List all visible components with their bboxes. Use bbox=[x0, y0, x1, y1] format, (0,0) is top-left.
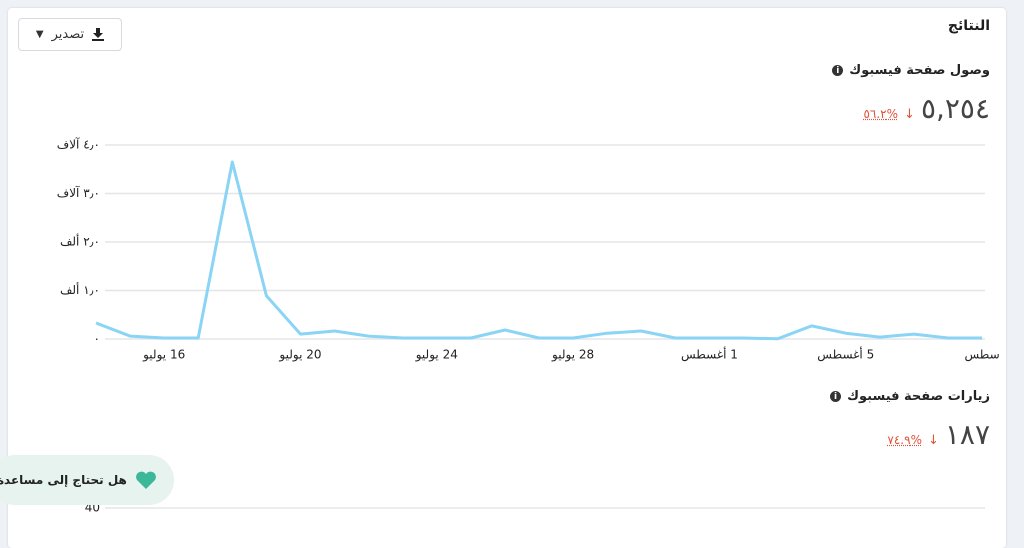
info-icon[interactable]: i bbox=[830, 391, 842, 402]
metric-name: زيارات صفحة فيسبوك bbox=[847, 389, 990, 404]
metric-name: وصول صفحة فيسبوك bbox=[849, 63, 990, 78]
export-label: تصدير bbox=[51, 27, 85, 42]
x-tick-label: 28 يوليو bbox=[551, 348, 594, 363]
heart-icon bbox=[135, 471, 156, 489]
x-tick-label: 20 يوليو bbox=[278, 348, 321, 363]
down-arrow: ↓ bbox=[927, 433, 939, 448]
results-card bbox=[8, 8, 1006, 548]
dropdown-caret: ▼ bbox=[35, 29, 44, 40]
x-tick-label: 1 أغسطس bbox=[681, 347, 738, 363]
x-tick-label: 16 يوليو bbox=[142, 348, 185, 363]
y-tick-label: ٤٫٠ آلاف bbox=[57, 137, 100, 152]
x-tick-label: 24 يوليو bbox=[415, 348, 458, 363]
metric-total: ٥,٢٥٤ bbox=[920, 92, 990, 125]
y-tick-label: ٠ bbox=[94, 332, 100, 346]
export-button[interactable]: ▼ تصدير bbox=[18, 18, 122, 51]
metric-change: %٥٦.٢ bbox=[863, 107, 899, 121]
info-icon[interactable]: i bbox=[832, 65, 844, 76]
y-tick-label: ١٫٠ ألف bbox=[60, 282, 100, 297]
x-tick-label: سطس bbox=[964, 348, 999, 363]
metric-change: %٧٤.٩ bbox=[887, 433, 922, 447]
section-title: النتائج bbox=[947, 18, 990, 34]
y-tick-label: ٣٫٠ آلاف bbox=[57, 185, 100, 200]
help-bubble[interactable]: هل تحتاج إلى مساعدة؟ bbox=[0, 455, 174, 505]
page: {"header": {"title": "النتائج", "export_… bbox=[0, 8, 1006, 548]
metric-total-row: ١٨٧ ↓ %٧٤.٩ bbox=[887, 418, 990, 451]
data-line bbox=[95, 160, 983, 341]
metric-total: ١٨٧ bbox=[944, 418, 990, 451]
download-icon bbox=[92, 28, 105, 41]
help-text: هل تحتاج إلى مساعدة؟ bbox=[0, 473, 127, 487]
y-tick-label: ٢٫٠ ألف bbox=[60, 234, 100, 249]
charts: ٠ ١٫٠ ألف ٢٫٠ ألف ٣٫٠ آلاف ٤٫٠ آلاف 16 يوليو 2… bbox=[57, 137, 1000, 515]
metric-title: زيارات صفحة فيسبوك i bbox=[830, 389, 990, 404]
down-arrow: ↓ bbox=[904, 107, 915, 122]
metric-total-row: ٥,٢٥٤ ↓ %٥٦.٢ bbox=[863, 92, 990, 125]
x-tick-label: 5 أغسطس bbox=[817, 347, 874, 363]
metric-title: وصول صفحة فيسبوك i bbox=[832, 63, 990, 78]
